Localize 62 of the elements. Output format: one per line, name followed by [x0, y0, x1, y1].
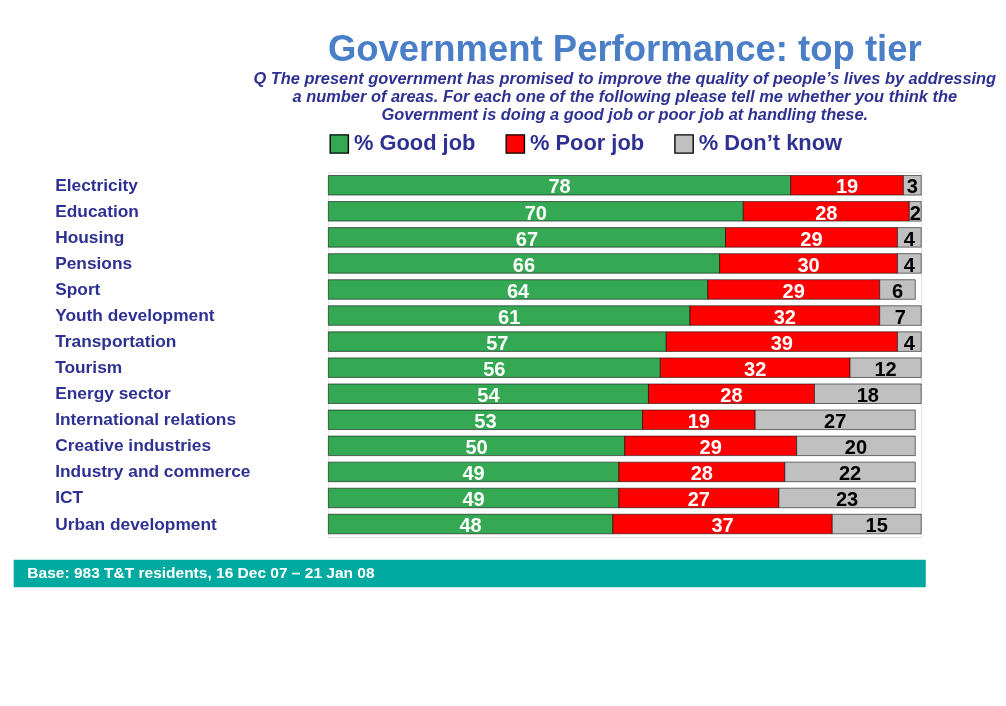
data-label: 6	[891, 279, 904, 302]
data-label: 37	[711, 514, 734, 537]
data-label: 4	[903, 227, 916, 250]
data-label: 29	[699, 436, 722, 459]
data-label: 66	[512, 253, 536, 276]
legend-label: % Good job	[353, 130, 476, 156]
data-label: 7	[894, 305, 907, 328]
y-tick-label: Urban development	[55, 513, 218, 534]
y-tick-label: Pensions	[55, 252, 133, 273]
data-label: 64	[506, 279, 531, 302]
y-tick-label: Education	[55, 200, 139, 221]
data-label: 20	[844, 436, 868, 459]
data-label: 29	[800, 227, 823, 250]
chart-title: Government Performance: top tier	[327, 27, 922, 69]
y-tick-label: Transportation	[55, 331, 177, 352]
data-label: 32	[744, 357, 767, 380]
data-label: 28	[815, 201, 838, 224]
data-label: 15	[865, 514, 888, 537]
chart-subtitle: Q The present government has promised to improve the quality of people’s lives by addressing a number of areas. For each one of the following please tell me whether you think the Government is doing a good job or poor job at handling these.	[253, 68, 997, 124]
data-label: 28	[690, 462, 713, 485]
data-label: 4	[903, 253, 916, 276]
data-label: 12	[874, 357, 897, 380]
data-label: 70	[524, 201, 547, 224]
y-tick-label: Energy sector	[55, 383, 171, 404]
data-label: 30	[797, 253, 820, 276]
data-label: 56	[483, 357, 506, 380]
data-label: 49	[462, 462, 485, 485]
y-tick-label: Housing	[55, 226, 125, 247]
data-label: 50	[465, 436, 488, 459]
data-label: 22	[838, 462, 862, 485]
y-tick-label: Electricity	[55, 174, 139, 195]
data-label: 28	[720, 383, 743, 406]
data-label: 29	[782, 279, 805, 302]
data-label: 53	[474, 410, 497, 432]
data-label: 78	[548, 175, 571, 198]
y-tick-label: Sport	[55, 278, 101, 299]
data-label: 49	[462, 488, 485, 511]
data-label: 39	[770, 331, 794, 354]
data-label: 4	[903, 331, 916, 354]
y-tick-label: International relations	[55, 409, 237, 430]
legend-label: % Don’t know	[698, 130, 844, 156]
text: Base: 983 T&T residents, 16 Dec 07 – 21 Jan 08	[27, 564, 375, 582]
data-label: 54	[477, 383, 501, 406]
data-label: 19	[687, 410, 711, 432]
data-label: 3	[906, 175, 918, 198]
y-tick-label: Youth development	[55, 305, 215, 326]
data-label: 67	[515, 227, 539, 250]
y-tick-label: Industry and commerce	[55, 461, 251, 482]
data-label: 18	[856, 383, 879, 406]
data-label: 48	[459, 514, 482, 537]
y-tick-label: Creative industries	[55, 435, 212, 456]
y-tick-label: ICT	[55, 487, 84, 508]
y-tick-label: Tourism	[55, 357, 123, 378]
data-label: 23	[835, 488, 859, 511]
legend-label: % Poor job	[529, 130, 645, 156]
data-label: 32	[773, 305, 796, 328]
data-label: 27	[687, 488, 711, 511]
data-label: 27	[824, 410, 847, 432]
data-label: 57	[486, 331, 509, 354]
data-label: 61	[498, 305, 521, 328]
data-label: 2	[909, 201, 921, 224]
data-label: 19	[835, 175, 859, 198]
